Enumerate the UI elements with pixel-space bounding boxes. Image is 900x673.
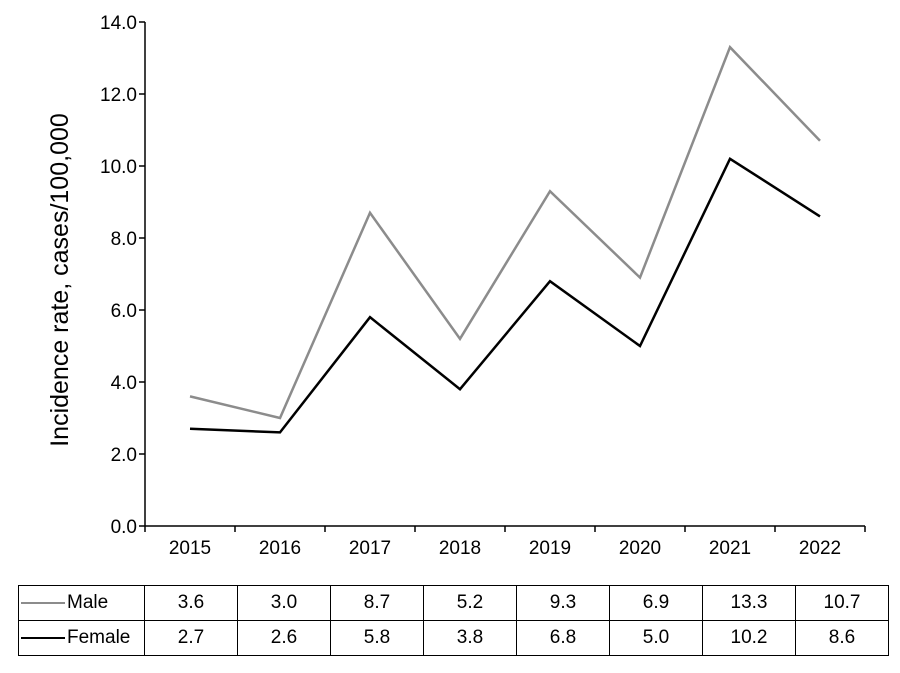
y-tick-label: 8.0 — [111, 229, 137, 250]
line-chart: Incidence rate, cases/100,000 0.0 2.0 4.0 6… — [46, 13, 866, 559]
table-cell: 10.2 — [702, 620, 796, 656]
y-tick-label: 10.0 — [100, 157, 137, 178]
x-tick-label: 2020 — [619, 538, 661, 559]
x-tick-label: 2019 — [529, 538, 571, 559]
x-axis-ticks: 2015 2016 2017 2018 2019 2020 2021 2022 — [144, 526, 866, 559]
x-tick-label: 2021 — [709, 538, 751, 559]
table-cell: 6.9 — [609, 585, 703, 621]
table-cell: 2.6 — [237, 620, 331, 656]
x-tick-label: 2018 — [439, 538, 481, 559]
legend-swatch-male — [21, 601, 65, 604]
y-tick-label: 12.0 — [100, 85, 137, 106]
y-axis-title: Incidence rate, cases/100,000 — [46, 113, 74, 447]
y-axis-ticks: 0.0 2.0 4.0 6.0 8.0 10.0 12.0 14.0 — [100, 13, 145, 538]
data-table: Male 3.6 3.0 8.7 5.2 9.3 6.9 13.3 10.7 Female 2.7 2… — [18, 585, 889, 656]
table-cell: 5.2 — [423, 585, 517, 621]
table-row-male: Male 3.6 3.0 8.7 5.2 9.3 6.9 13.3 10.7 — [18, 585, 889, 621]
legend-swatch-female — [21, 636, 65, 639]
table-cell: 5.0 — [609, 620, 703, 656]
table-cell: 3.0 — [237, 585, 331, 621]
x-tick-label: 2015 — [169, 538, 211, 559]
table-cell: 6.8 — [516, 620, 610, 656]
y-tick-label: 4.0 — [111, 373, 137, 394]
table-cell: 8.7 — [330, 585, 424, 621]
series-line-female — [189, 156, 821, 434]
x-tick-label: 2017 — [349, 538, 391, 559]
table-cell: 8.6 — [795, 620, 889, 656]
legend-cell: Male — [18, 585, 145, 621]
x-tick-label: 2016 — [259, 538, 301, 559]
legend-label: Male — [67, 592, 109, 613]
table-cell: 13.3 — [702, 585, 796, 621]
legend-label: Female — [67, 627, 131, 648]
axes — [144, 22, 865, 527]
series-line-male — [189, 44, 821, 420]
table-cell: 5.8 — [330, 620, 424, 656]
y-tick-label: 2.0 — [111, 445, 137, 466]
legend-cell: Female — [18, 620, 145, 656]
x-tick-label: 2022 — [799, 538, 841, 559]
y-tick-label: 0.0 — [111, 517, 137, 538]
table-cell: 3.8 — [423, 620, 517, 656]
table-cell: 9.3 — [516, 585, 610, 621]
y-tick-label: 6.0 — [111, 301, 137, 322]
series-lines — [189, 44, 821, 434]
table-cell: 10.7 — [795, 585, 889, 621]
table-cell: 2.7 — [144, 620, 238, 656]
table-cell: 3.6 — [144, 585, 238, 621]
table-row-female: Female 2.7 2.6 5.8 3.8 6.8 5.0 10.2 8.6 — [18, 620, 889, 656]
y-tick-label: 14.0 — [100, 13, 137, 34]
